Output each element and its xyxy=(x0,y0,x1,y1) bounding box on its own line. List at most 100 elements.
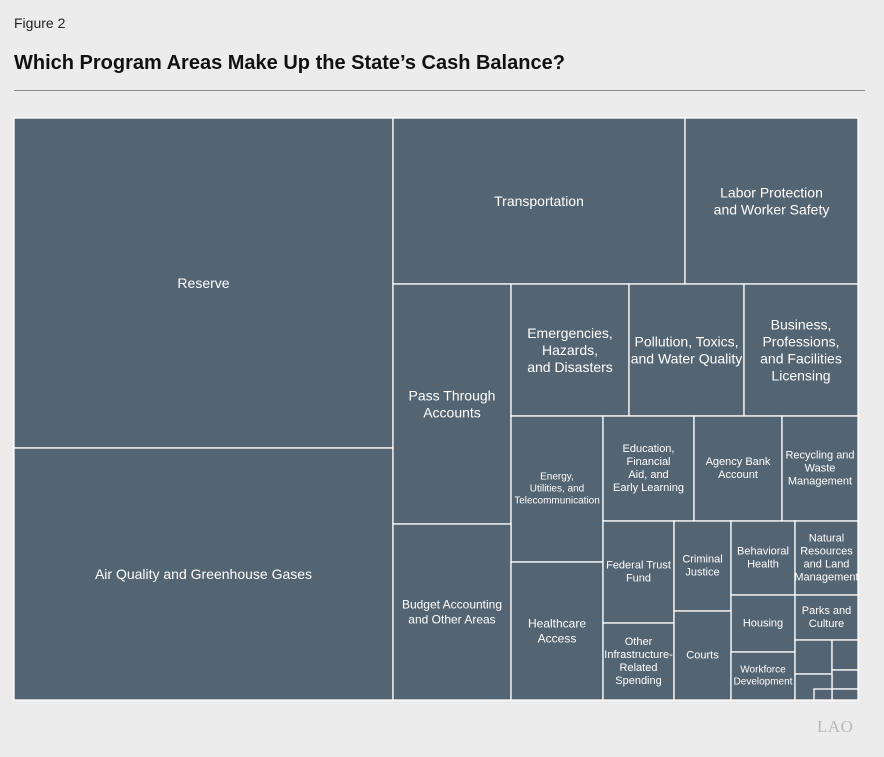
treemap-label-education-line-2: Aid, and xyxy=(628,469,668,481)
treemap-label-natural-resources-line-2: and Land xyxy=(804,559,850,571)
treemap-cell-emergencies: Emergencies,Hazards,and Disasters xyxy=(510,283,630,417)
treemap-cell-unlabeled-3 xyxy=(831,669,859,690)
treemap-cell-unlabeled-5 xyxy=(831,688,859,701)
treemap-label-recycling-line-2: Management xyxy=(788,476,852,488)
treemap-label-pass-through-line-0: Pass Through xyxy=(409,388,496,404)
treemap-cell-business: Business,Professions,and FacilitiesLicen… xyxy=(743,283,859,417)
treemap-label-energy-line-0: Energy, xyxy=(540,472,574,483)
treemap-label-federal-trust-line-1: Fund xyxy=(626,573,651,585)
treemap-label-criminal-justice-line-0: Criminal xyxy=(682,554,722,566)
treemap-label-criminal-justice-line-1: Justice xyxy=(685,567,719,579)
treemap-rect-workforce xyxy=(730,651,796,701)
treemap-label-transportation-line-0: Transportation xyxy=(494,193,584,209)
treemap-cell-housing: Housing xyxy=(730,594,796,653)
treemap-cell-unlabeled-6 xyxy=(813,688,833,701)
treemap-cell-courts: Courts xyxy=(673,610,732,701)
treemap-label-other-infrastructure-line-2: Related xyxy=(620,662,658,674)
treemap-cell-unlabeled-2 xyxy=(831,639,859,671)
treemap-label-labor-protection-line-0: Labor Protection xyxy=(720,185,823,201)
treemap-rect-air-quality xyxy=(13,447,394,701)
treemap-rect-housing xyxy=(730,594,796,653)
treemap-rect-unlabeled-3 xyxy=(831,669,859,690)
treemap-rect-unlabeled-1 xyxy=(794,639,833,675)
treemap-rect-behavioral-health xyxy=(730,520,796,596)
treemap-label-emergencies-line-0: Emergencies, xyxy=(527,325,613,341)
treemap-rect-recycling xyxy=(781,415,859,522)
treemap-rect-labor-protection xyxy=(684,117,859,285)
treemap-label-healthcare-line-0: Healthcare xyxy=(528,617,586,631)
treemap-rect-reserve xyxy=(13,117,394,449)
treemap-label-energy-line-2: Telecommunication xyxy=(514,496,600,507)
treemap-cell-pollution: Pollution, Toxics,and Water Quality xyxy=(628,283,745,417)
treemap-rect-criminal-justice xyxy=(673,520,732,612)
treemap-label-agency-bank-line-1: Account xyxy=(718,469,758,481)
treemap-label-housing-line-0: Housing xyxy=(743,618,783,630)
treemap-label-agency-bank-line-0: Agency Bank xyxy=(706,456,771,468)
treemap-label-behavioral-health-line-1: Health xyxy=(747,559,779,571)
treemap-rect-pollution xyxy=(628,283,745,417)
treemap-rect-healthcare xyxy=(510,561,604,701)
treemap-label-natural-resources-line-1: Resources xyxy=(800,546,853,558)
treemap-rect-unlabeled-6 xyxy=(813,688,833,701)
treemap-cell-transportation: Transportation xyxy=(392,117,686,285)
treemap-label-business-line-1: Professions, xyxy=(762,334,839,350)
treemap-label-business-line-0: Business, xyxy=(771,317,832,333)
treemap-label-behavioral-health-line-0: Behavioral xyxy=(737,546,789,558)
chart-title: Which Program Areas Make Up the State’s … xyxy=(14,52,565,74)
treemap-label-air-quality-line-0: Air Quality and Greenhouse Gases xyxy=(95,566,312,582)
treemap-rect-unlabeled-2 xyxy=(831,639,859,671)
treemap-label-courts-line-0: Courts xyxy=(686,650,719,662)
treemap-rect-federal-trust xyxy=(602,520,675,624)
treemap-cell-unlabeled-1 xyxy=(794,639,833,675)
treemap-label-education-line-3: Early Learning xyxy=(613,482,684,494)
title-divider xyxy=(14,90,865,91)
treemap-cell-air-quality: Air Quality and Greenhouse Gases xyxy=(13,447,394,701)
treemap-label-workforce-line-0: Workforce xyxy=(740,665,786,676)
treemap-rect-parks xyxy=(794,594,859,641)
treemap-label-budget-accounting-line-0: Budget Accounting xyxy=(402,598,502,612)
treemap-label-pass-through-line-1: Accounts xyxy=(423,405,481,421)
treemap-cell-reserve: Reserve xyxy=(13,117,394,449)
treemap-label-recycling-line-1: Waste xyxy=(805,463,836,475)
treemap-label-business-line-2: and Facilities xyxy=(760,351,842,367)
treemap-label-parks-line-1: Culture xyxy=(809,618,844,630)
figure-label: Figure 2 xyxy=(14,15,66,31)
treemap-rect-transportation xyxy=(392,117,686,285)
treemap-label-other-infrastructure-line-0: Other xyxy=(625,636,653,648)
treemap-rect-business xyxy=(743,283,859,417)
treemap-label-natural-resources-line-3: Management xyxy=(794,572,858,584)
treemap-label-parks-line-0: Parks and xyxy=(802,605,852,617)
treemap-label-pollution-line-0: Pollution, Toxics, xyxy=(634,334,738,350)
treemap-label-workforce-line-1: Development xyxy=(734,677,793,688)
treemap-rect-budget-accounting xyxy=(392,523,512,701)
treemap-label-education-line-0: Education, xyxy=(623,443,675,455)
treemap-label-federal-trust-line-0: Federal Trust xyxy=(606,560,671,572)
treemap-label-natural-resources-line-0: Natural xyxy=(809,533,844,545)
treemap-label-education-line-1: Financial xyxy=(626,456,670,468)
treemap-label-other-infrastructure-line-3: Spending xyxy=(615,675,662,687)
treemap-label-budget-accounting-line-1: and Other Areas xyxy=(408,613,495,627)
treemap-rect-energy xyxy=(510,415,604,563)
lao-logo: LAO xyxy=(817,717,854,736)
treemap-label-recycling-line-0: Recycling and xyxy=(785,450,854,462)
treemap-label-emergencies-line-2: and Disasters xyxy=(527,359,613,375)
treemap-label-reserve-line-0: Reserve xyxy=(177,275,229,291)
treemap-label-labor-protection-line-1: and Worker Safety xyxy=(714,202,830,218)
treemap-rect-natural-resources xyxy=(794,520,859,596)
